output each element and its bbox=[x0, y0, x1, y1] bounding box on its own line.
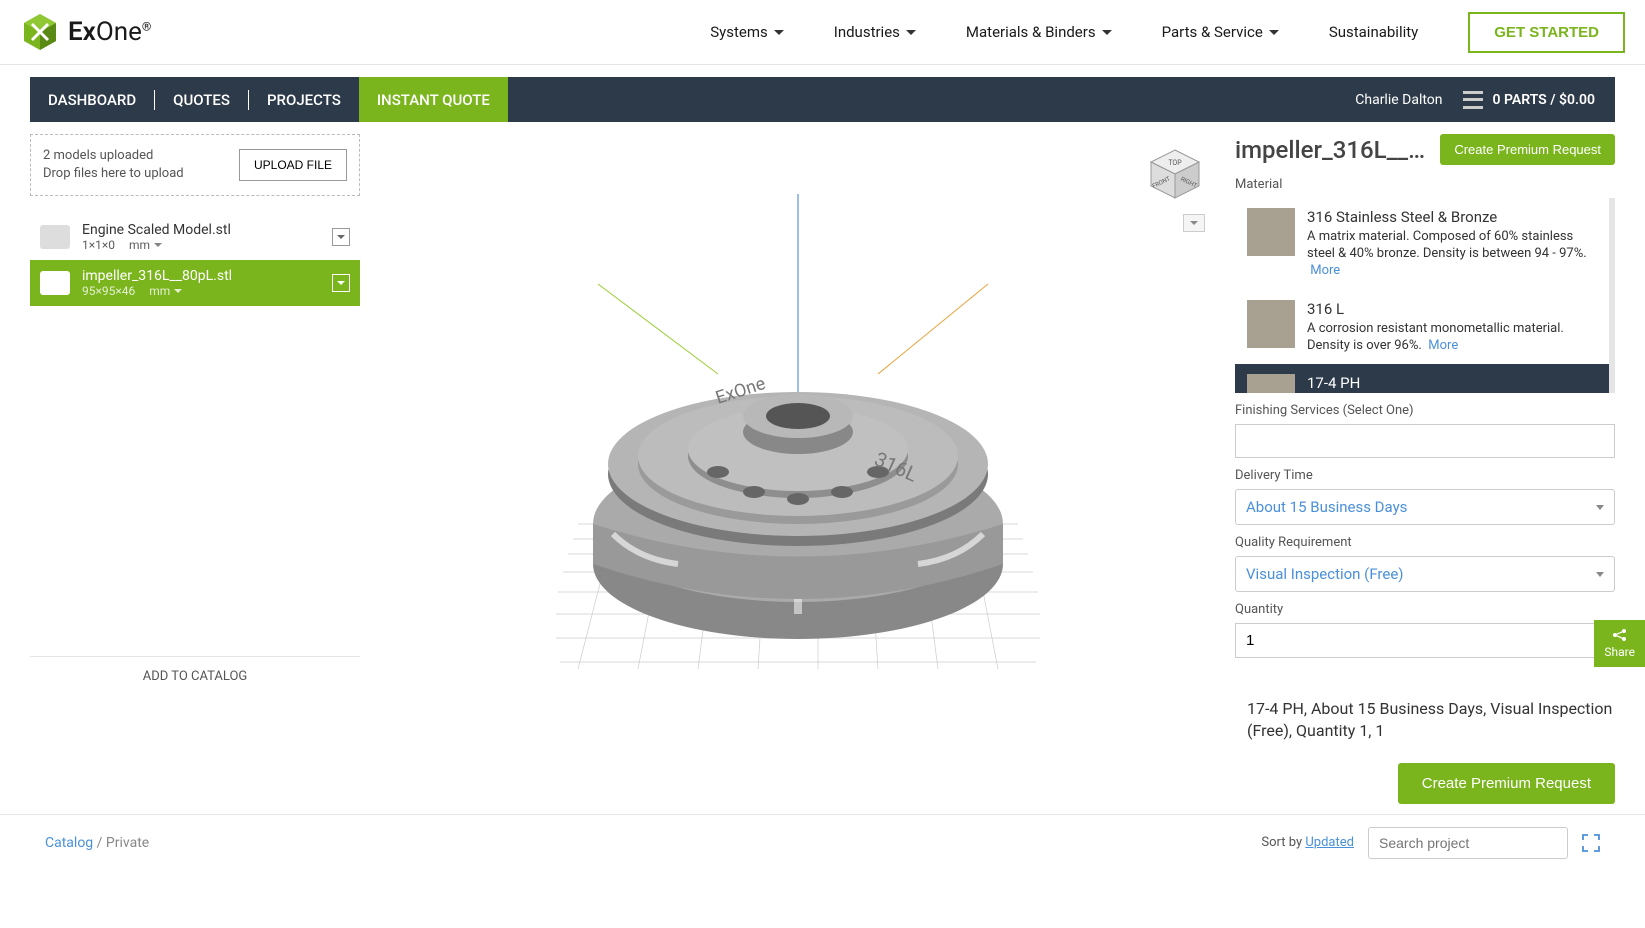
model-menu-button[interactable] bbox=[332, 228, 350, 246]
model-item-1[interactable]: impeller_316L__80pL.stl 95×95×46 mm bbox=[30, 260, 360, 306]
material-name: 316 L bbox=[1307, 300, 1597, 318]
finishing-select[interactable] bbox=[1235, 424, 1615, 458]
model-name: Engine Scaled Model.stl bbox=[82, 222, 320, 238]
cart-text: 0 PARTS / $0.00 bbox=[1493, 92, 1595, 108]
3d-viewer[interactable]: ExOne 316L TOP FRONT RIGHT bbox=[380, 134, 1215, 804]
material-name: 316 Stainless Steel & Bronze bbox=[1307, 208, 1597, 226]
create-premium-request-button-bottom[interactable]: Create Premium Request bbox=[1398, 763, 1615, 804]
upload-dropzone[interactable]: 2 models uploaded Drop files here to upl… bbox=[30, 134, 360, 196]
chevron-down-icon bbox=[337, 281, 345, 285]
part-title: impeller_316L__80p… bbox=[1235, 136, 1428, 164]
user-name[interactable]: Charlie Dalton bbox=[1355, 92, 1442, 108]
material-name: 17-4 PH bbox=[1307, 374, 1597, 392]
footer-bar: Catalog / Private Sort by Updated bbox=[0, 814, 1645, 871]
nav-parts[interactable]: Parts & Service bbox=[1162, 23, 1279, 41]
share-button[interactable]: Share bbox=[1594, 620, 1645, 667]
material-item-2[interactable]: 17-4 PH High density, precipitation hard… bbox=[1235, 364, 1609, 393]
cart[interactable]: 0 PARTS / $0.00 bbox=[1463, 91, 1595, 109]
upload-file-button[interactable]: UPLOAD FILE bbox=[239, 149, 347, 181]
model-item-0[interactable]: Engine Scaled Model.stl 1×1×0 mm bbox=[30, 214, 360, 260]
material-desc: A matrix material. Composed of 60% stain… bbox=[1307, 229, 1597, 280]
create-premium-request-button[interactable]: Create Premium Request bbox=[1440, 134, 1615, 165]
material-item-0[interactable]: 316 Stainless Steel & Bronze A matrix ma… bbox=[1235, 198, 1609, 290]
breadcrumb: Catalog / Private bbox=[45, 835, 149, 851]
more-link[interactable]: More bbox=[1310, 263, 1340, 278]
more-link[interactable]: More bbox=[1428, 338, 1458, 353]
model-meta: 1×1×0 mm bbox=[82, 238, 320, 252]
app-nav: DASHBOARD QUOTES PROJECTS INSTANT QUOTE bbox=[30, 77, 508, 122]
chevron-down-icon bbox=[1190, 221, 1198, 225]
add-to-catalog-button[interactable]: ADD TO CATALOG bbox=[30, 656, 360, 696]
config-summary: 17-4 PH, About 15 Business Days, Visual … bbox=[1235, 698, 1615, 743]
breadcrumb-private: Private bbox=[106, 835, 149, 851]
material-swatch-icon bbox=[1247, 374, 1295, 393]
tab-projects[interactable]: PROJECTS bbox=[249, 77, 359, 122]
share-icon bbox=[1612, 628, 1628, 642]
config-panel: impeller_316L__80p… Create Premium Reque… bbox=[1235, 134, 1615, 804]
model-list: Engine Scaled Model.stl 1×1×0 mm impelle… bbox=[30, 214, 360, 306]
fullscreen-icon[interactable] bbox=[1582, 834, 1600, 852]
quantity-input[interactable] bbox=[1235, 623, 1615, 658]
svg-text:TOP: TOP bbox=[1168, 159, 1182, 167]
material-desc: A corrosion resistant monometallic mater… bbox=[1307, 321, 1597, 355]
upload-text: 2 models uploaded Drop files here to upl… bbox=[43, 147, 184, 183]
material-swatch-icon bbox=[1247, 300, 1295, 348]
tab-instant-quote[interactable]: INSTANT QUOTE bbox=[359, 77, 508, 122]
main-content: 2 models uploaded Drop files here to upl… bbox=[30, 134, 1615, 804]
sort-by: Sort by Updated bbox=[1261, 835, 1354, 850]
app-bar-right: Charlie Dalton 0 PARTS / $0.00 bbox=[1355, 91, 1615, 109]
search-project-input[interactable] bbox=[1368, 827, 1568, 859]
delivery-select[interactable]: About 15 Business Days bbox=[1235, 489, 1615, 525]
get-started-button[interactable]: GET STARTED bbox=[1468, 12, 1625, 53]
chevron-down-icon bbox=[774, 30, 784, 35]
app-bar: DASHBOARD QUOTES PROJECTS INSTANT QUOTE … bbox=[30, 77, 1615, 122]
orientation-cube-icon[interactable]: TOP FRONT RIGHT bbox=[1145, 144, 1205, 204]
top-nav: Systems Industries Materials & Binders P… bbox=[710, 12, 1625, 53]
left-sidebar: 2 models uploaded Drop files here to upl… bbox=[30, 134, 360, 804]
material-list: 316 Stainless Steel & Bronze A matrix ma… bbox=[1235, 198, 1615, 393]
quantity-label: Quantity bbox=[1235, 602, 1615, 617]
material-swatch-icon bbox=[1247, 208, 1295, 256]
delivery-label: Delivery Time bbox=[1235, 468, 1615, 483]
tab-quotes[interactable]: QUOTES bbox=[155, 77, 248, 122]
view-options-button[interactable] bbox=[1183, 214, 1205, 232]
quality-select[interactable]: Visual Inspection (Free) bbox=[1235, 556, 1615, 592]
model-thumbnail-icon bbox=[40, 225, 70, 249]
logo-mark-icon bbox=[20, 12, 60, 52]
sort-link[interactable]: Updated bbox=[1305, 835, 1354, 850]
breadcrumb-catalog[interactable]: Catalog bbox=[45, 835, 93, 851]
cart-icon bbox=[1463, 91, 1483, 109]
nav-sustainability[interactable]: Sustainability bbox=[1329, 23, 1418, 41]
finishing-label: Finishing Services (Select One) bbox=[1235, 403, 1615, 418]
model-thumbnail-icon bbox=[40, 271, 70, 295]
nav-industries[interactable]: Industries bbox=[834, 23, 916, 41]
chevron-down-icon bbox=[1596, 572, 1604, 577]
model-menu-button[interactable] bbox=[332, 274, 350, 292]
model-name: impeller_316L__80pL.stl bbox=[82, 268, 320, 284]
brand-logo[interactable]: ExOne® bbox=[20, 12, 151, 52]
logo-text: ExOne® bbox=[68, 17, 151, 47]
material-label: Material bbox=[1235, 177, 1615, 192]
impeller-render: ExOne 316L bbox=[518, 194, 1078, 744]
top-bar: ExOne® Systems Industries Materials & Bi… bbox=[0, 0, 1645, 65]
chevron-down-icon[interactable] bbox=[174, 289, 182, 293]
material-item-1[interactable]: 316 L A corrosion resistant monometallic… bbox=[1235, 290, 1609, 365]
chevron-down-icon bbox=[337, 235, 345, 239]
nav-materials[interactable]: Materials & Binders bbox=[966, 23, 1112, 41]
chevron-down-icon bbox=[906, 30, 916, 35]
chevron-down-icon[interactable] bbox=[154, 243, 162, 247]
chevron-down-icon bbox=[1596, 505, 1604, 510]
chevron-down-icon bbox=[1102, 30, 1112, 35]
nav-systems[interactable]: Systems bbox=[710, 23, 784, 41]
model-meta: 95×95×46 mm bbox=[82, 284, 320, 298]
chevron-down-icon bbox=[1269, 30, 1279, 35]
tab-dashboard[interactable]: DASHBOARD bbox=[30, 77, 154, 122]
quality-label: Quality Requirement bbox=[1235, 535, 1615, 550]
